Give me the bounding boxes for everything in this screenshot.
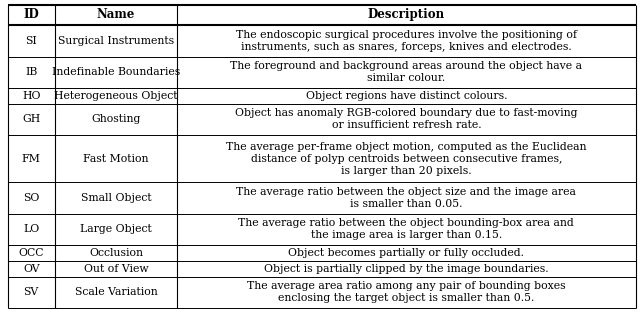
Text: The average area ratio among any pair of bounding boxes
enclosing the target obj: The average area ratio among any pair of… <box>247 281 566 304</box>
Text: OV: OV <box>23 264 40 274</box>
Text: GH: GH <box>22 114 40 125</box>
Text: The foreground and background areas around the object have a
similar colour.: The foreground and background areas arou… <box>230 61 582 83</box>
Text: Scale Variation: Scale Variation <box>75 287 157 297</box>
Text: Ghosting: Ghosting <box>92 114 141 125</box>
Text: SO: SO <box>23 193 40 203</box>
Text: SI: SI <box>26 36 37 46</box>
Text: Occlusion: Occlusion <box>89 248 143 258</box>
Text: HO: HO <box>22 91 40 101</box>
Text: Name: Name <box>97 8 135 22</box>
Text: The average ratio between the object bounding-box area and
the image area is lar: The average ratio between the object bou… <box>239 218 574 241</box>
Text: IB: IB <box>25 67 37 77</box>
Text: SV: SV <box>24 287 39 297</box>
Text: Indefinable Boundaries: Indefinable Boundaries <box>52 67 180 77</box>
Text: Surgical Instruments: Surgical Instruments <box>58 36 174 46</box>
Text: FM: FM <box>22 154 41 164</box>
Text: OCC: OCC <box>19 248 44 258</box>
Text: Object has anomaly RGB-colored boundary due to fast-moving
or insufficient refre: Object has anomaly RGB-colored boundary … <box>235 109 578 130</box>
Text: The average per-frame object motion, computed as the Euclidean
distance of polyp: The average per-frame object motion, com… <box>226 142 587 176</box>
Text: Heterogeneous Object: Heterogeneous Object <box>54 91 178 101</box>
Text: The endoscopic surgical procedures involve the positioning of
instruments, such : The endoscopic surgical procedures invol… <box>236 30 577 52</box>
Text: Object is partially clipped by the image boundaries.: Object is partially clipped by the image… <box>264 264 548 274</box>
Text: Object regions have distinct colours.: Object regions have distinct colours. <box>306 91 507 101</box>
Text: Object becomes partially or fully occluded.: Object becomes partially or fully occlud… <box>289 248 524 258</box>
Text: Out of View: Out of View <box>84 264 148 274</box>
Text: Small Object: Small Object <box>81 193 151 203</box>
Text: ID: ID <box>23 8 39 22</box>
Text: The average ratio between the object size and the image area
is smaller than 0.0: The average ratio between the object siz… <box>236 187 576 209</box>
Text: Large Object: Large Object <box>80 225 152 234</box>
Text: Description: Description <box>368 8 445 22</box>
Text: Fast Motion: Fast Motion <box>83 154 148 164</box>
Text: LO: LO <box>23 225 39 234</box>
